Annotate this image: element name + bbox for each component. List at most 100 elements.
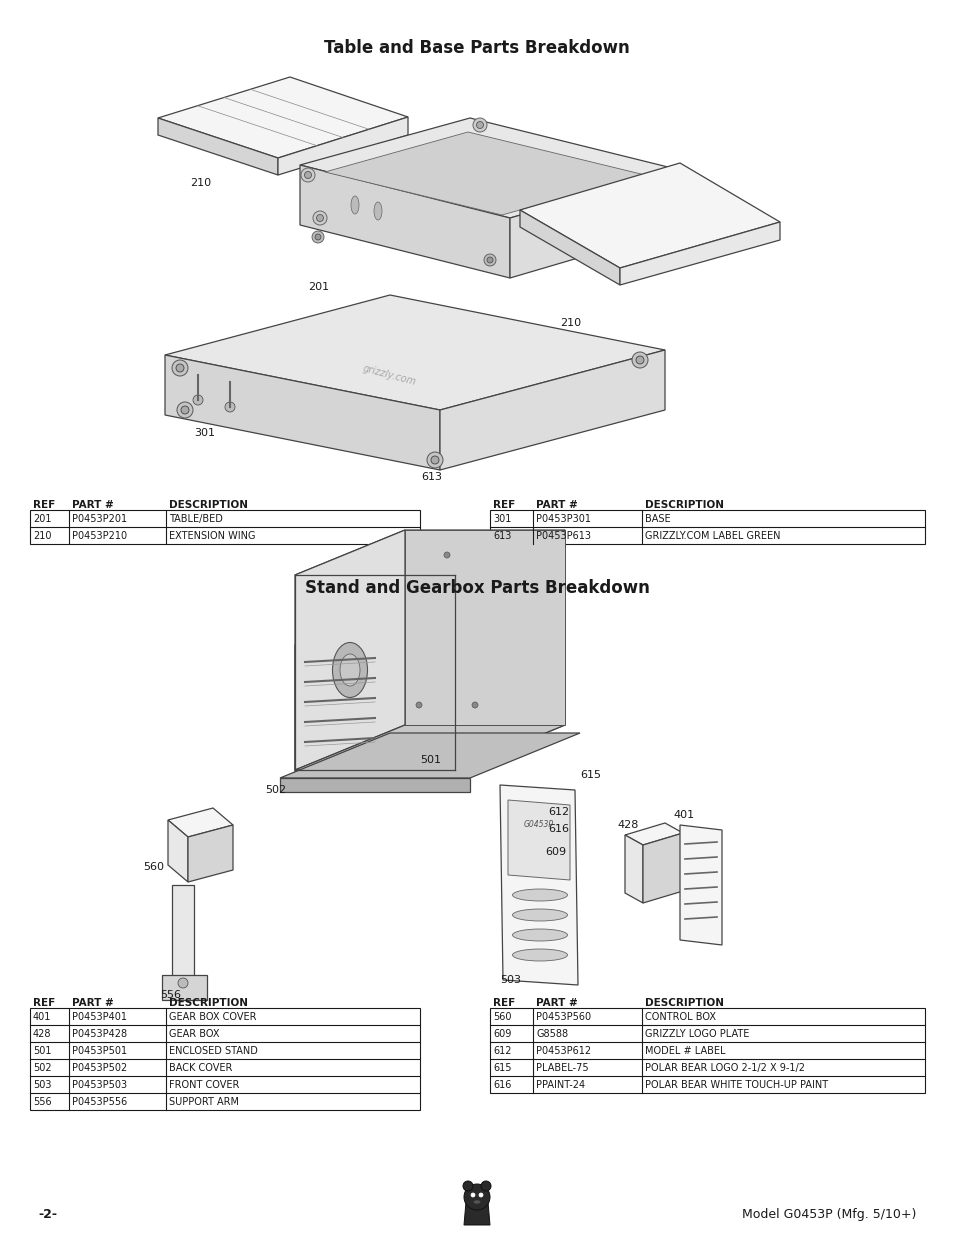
Circle shape <box>416 701 421 708</box>
Text: 613: 613 <box>421 472 442 482</box>
Polygon shape <box>463 1202 490 1225</box>
Polygon shape <box>277 117 408 175</box>
Polygon shape <box>499 785 578 986</box>
Text: 301: 301 <box>493 514 511 525</box>
Text: G0453P: G0453P <box>523 820 554 830</box>
Ellipse shape <box>351 196 358 214</box>
Circle shape <box>314 233 320 240</box>
Text: 428: 428 <box>33 1029 51 1040</box>
Text: 210: 210 <box>190 178 211 188</box>
Text: 201: 201 <box>308 282 329 291</box>
Polygon shape <box>172 885 193 995</box>
Polygon shape <box>168 808 233 837</box>
Polygon shape <box>294 530 564 576</box>
Circle shape <box>313 211 327 225</box>
Text: P0453P210: P0453P210 <box>71 531 127 541</box>
Ellipse shape <box>374 203 381 220</box>
Polygon shape <box>619 222 780 285</box>
Circle shape <box>462 1181 473 1191</box>
Text: P0453P560: P0453P560 <box>536 1013 591 1023</box>
Circle shape <box>312 231 324 243</box>
Text: PART #: PART # <box>71 500 113 510</box>
Circle shape <box>193 395 203 405</box>
Polygon shape <box>299 119 679 219</box>
Circle shape <box>225 403 234 412</box>
Ellipse shape <box>473 1200 480 1204</box>
Text: G8588: G8588 <box>536 1029 568 1040</box>
Text: P0453P428: P0453P428 <box>71 1029 127 1040</box>
Circle shape <box>178 978 188 988</box>
Circle shape <box>304 172 312 179</box>
Text: ENCLOSED STAND: ENCLOSED STAND <box>170 1046 258 1056</box>
Polygon shape <box>158 77 408 158</box>
Text: TABLE/BED: TABLE/BED <box>170 514 223 525</box>
Text: POLAR BEAR WHITE TOUCH-UP PAINT: POLAR BEAR WHITE TOUCH-UP PAINT <box>644 1081 827 1091</box>
Polygon shape <box>642 832 682 903</box>
Bar <box>30 510 419 543</box>
Polygon shape <box>624 835 642 903</box>
Circle shape <box>480 1181 491 1191</box>
Text: 401: 401 <box>672 810 694 820</box>
Polygon shape <box>405 530 564 725</box>
Text: REF: REF <box>33 998 55 1008</box>
Circle shape <box>658 170 671 185</box>
Polygon shape <box>519 163 780 268</box>
Circle shape <box>473 119 486 132</box>
Ellipse shape <box>512 889 567 902</box>
Circle shape <box>486 257 493 263</box>
Polygon shape <box>280 734 579 778</box>
Circle shape <box>471 1193 475 1197</box>
Circle shape <box>177 403 193 417</box>
Circle shape <box>472 701 477 708</box>
Text: P0453P613: P0453P613 <box>536 531 591 541</box>
Text: PART #: PART # <box>536 998 578 1008</box>
Polygon shape <box>294 725 564 769</box>
Text: 560: 560 <box>493 1013 511 1023</box>
Circle shape <box>476 121 483 128</box>
Text: P0453P501: P0453P501 <box>71 1046 127 1056</box>
Text: PART #: PART # <box>536 500 578 510</box>
Text: 615: 615 <box>579 769 600 781</box>
Polygon shape <box>188 825 233 882</box>
Text: 210: 210 <box>33 531 51 541</box>
Text: GRIZZLY.COM LABEL GREEN: GRIZZLY.COM LABEL GREEN <box>644 531 780 541</box>
Ellipse shape <box>512 948 567 961</box>
Text: 428: 428 <box>617 820 638 830</box>
Polygon shape <box>165 295 664 410</box>
Circle shape <box>483 254 496 266</box>
Text: 556: 556 <box>33 1098 51 1108</box>
Text: 503: 503 <box>499 974 520 986</box>
Polygon shape <box>168 820 188 882</box>
Text: 503: 503 <box>33 1081 51 1091</box>
Polygon shape <box>510 170 679 278</box>
Polygon shape <box>624 823 682 845</box>
Text: REF: REF <box>493 500 515 510</box>
Circle shape <box>316 215 323 221</box>
Text: 556: 556 <box>160 990 181 1000</box>
Text: 201: 201 <box>33 514 51 525</box>
Text: DESCRIPTION: DESCRIPTION <box>644 998 723 1008</box>
Text: FRONT COVER: FRONT COVER <box>170 1081 239 1091</box>
Polygon shape <box>165 354 439 471</box>
Polygon shape <box>439 350 664 471</box>
Text: GEAR BOX COVER: GEAR BOX COVER <box>170 1013 256 1023</box>
Text: 301: 301 <box>193 429 214 438</box>
Text: P0453P503: P0453P503 <box>71 1081 127 1091</box>
Text: 615: 615 <box>493 1063 511 1073</box>
Circle shape <box>301 168 314 182</box>
Circle shape <box>175 364 184 372</box>
Circle shape <box>660 174 668 182</box>
Text: Stand and Gearbox Parts Breakdown: Stand and Gearbox Parts Breakdown <box>304 579 649 597</box>
Text: P0453P301: P0453P301 <box>536 514 591 525</box>
Text: 609: 609 <box>493 1029 511 1040</box>
Polygon shape <box>294 625 385 781</box>
Ellipse shape <box>333 642 367 698</box>
Polygon shape <box>162 974 207 1000</box>
Text: P0453P612: P0453P612 <box>536 1046 591 1056</box>
Text: 616: 616 <box>493 1081 511 1091</box>
Text: REF: REF <box>493 998 515 1008</box>
Polygon shape <box>294 530 405 769</box>
Text: Model G0453P (Mfg. 5/10+): Model G0453P (Mfg. 5/10+) <box>740 1209 915 1221</box>
Text: 612: 612 <box>493 1046 511 1056</box>
Text: 401: 401 <box>33 1013 51 1023</box>
